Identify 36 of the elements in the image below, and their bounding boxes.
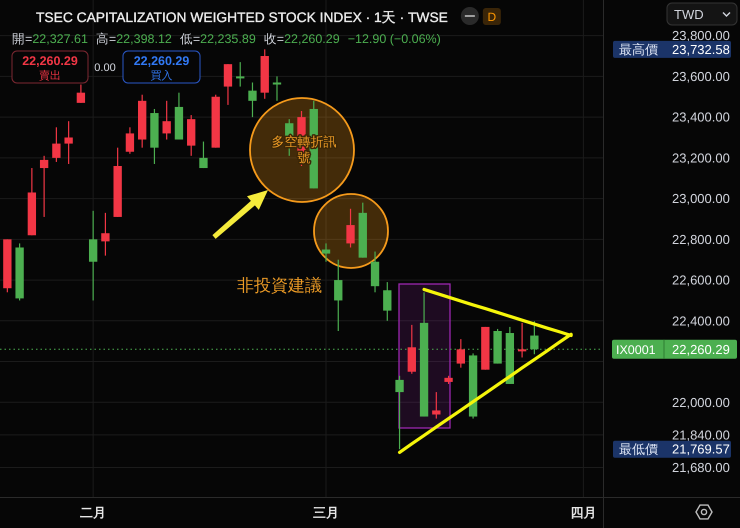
y-tick-label: 22,800.00 bbox=[672, 232, 730, 247]
annotation: 22,260.29 bbox=[134, 54, 190, 68]
annotation: 低=22,235.89 bbox=[180, 32, 256, 46]
price-marker: 最高價 23,732.58 bbox=[613, 40, 731, 58]
annotation: 高=22,398.12 bbox=[96, 31, 172, 46]
annotation: 0.00 bbox=[94, 62, 116, 74]
annotation: 買入 bbox=[150, 69, 172, 82]
ylabel: TWD bbox=[666, 2, 738, 26]
y-tick-label: 23,800.00 bbox=[672, 28, 730, 44]
y-tick-label: 22,600.00 bbox=[672, 272, 730, 288]
ref-line-label: IX0001 22,260.29 bbox=[612, 339, 737, 360]
y-axis-title: TWD bbox=[674, 7, 704, 22]
ref-line-label: IX0001 bbox=[616, 342, 656, 357]
y-tick-label: 23,000.00 bbox=[672, 191, 730, 206]
y-tick-label: 23,600.00 bbox=[672, 68, 730, 84]
x-tick-label: 三月 bbox=[313, 505, 340, 520]
text: TSEC CAPITALIZATION WEIGHTED STOCK INDEX · 1天 · TWSE bbox=[36, 10, 448, 25]
y-tick-label: 23,200.00 bbox=[672, 150, 730, 166]
x-tick-label: 四月 bbox=[570, 505, 596, 520]
x-tick-label: 二月 bbox=[80, 505, 106, 520]
y-tick-label: 22,400.00 bbox=[672, 313, 730, 328]
buy-box: 22,260.29 買入 bbox=[122, 50, 200, 84]
annotation: D bbox=[488, 10, 497, 24]
annotation: 非投資建議 bbox=[237, 276, 322, 295]
y-tick-label: 21,840.00 bbox=[672, 427, 730, 442]
sell-box: 22,260.29 賣出 bbox=[12, 50, 88, 84]
annotation: 收=22,260.29 bbox=[264, 32, 340, 46]
y-tick-label: 23,400.00 bbox=[672, 110, 730, 125]
annotation: 賣出 bbox=[39, 69, 61, 82]
annotation: 開=22,327.61 bbox=[12, 32, 88, 46]
delay-badge: D bbox=[482, 8, 501, 25]
annotation: −12.90 (−0.06%) bbox=[348, 32, 441, 46]
y-tick-label: 21,680.00 bbox=[672, 460, 730, 475]
y-tick-label: 22,000.00 bbox=[672, 394, 730, 410]
annotation: 22,260.29 bbox=[22, 54, 78, 68]
price-marker: 最低價 21,769.57 bbox=[613, 440, 731, 458]
